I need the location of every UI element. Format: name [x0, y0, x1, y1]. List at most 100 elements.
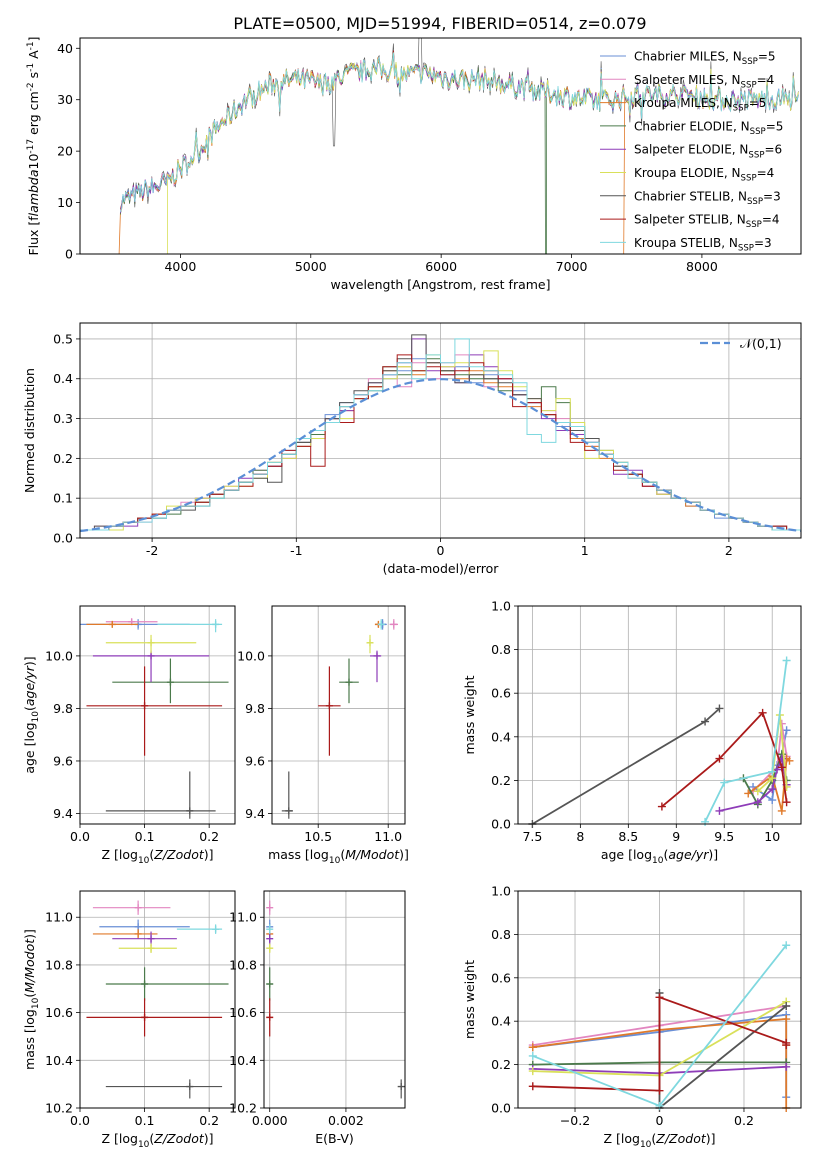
y-tick-label: 10.2 — [45, 1101, 73, 1116]
y-tick-label: 10.0 — [45, 648, 73, 663]
x-tick-label: 6000 — [425, 259, 457, 274]
data-point — [701, 717, 710, 726]
x-tick-label: 10.5 — [304, 829, 332, 844]
y-tick-label: 0.2 — [491, 1057, 511, 1072]
y-tick-label: 20 — [57, 144, 73, 159]
data-point — [528, 1043, 537, 1052]
x-tick-label: 0.000 — [252, 1113, 288, 1128]
mass_vs_Z-frame — [79, 890, 236, 1109]
y-tick-label: 0 — [65, 247, 73, 262]
y-tick-label: 9.8 — [53, 701, 73, 716]
data-point — [777, 763, 786, 772]
y-tick-label: 0.4 — [491, 729, 511, 744]
data-point — [657, 802, 666, 811]
x-tick-label: 0.0 — [70, 1113, 90, 1128]
age_vs_mass-frame — [271, 605, 406, 825]
data-point — [266, 1013, 274, 1021]
weight_vs_Z-axes: −0.2 0 0.2 0.0 0.2 0.4 0.6 0.8 1.0 Z [log10(Z/Zod… — [462, 884, 801, 1150]
x-tick-label: 0 — [656, 1113, 664, 1128]
data-point — [134, 904, 142, 912]
x-tick-label: 2 — [725, 543, 733, 558]
data-point — [134, 930, 142, 938]
x-tick-label: -1 — [290, 543, 302, 558]
data-point — [325, 702, 333, 710]
data-point — [782, 1015, 791, 1024]
data-point — [782, 1002, 791, 1011]
y-tick-label: 0.8 — [491, 927, 511, 942]
charts: 4000 5000 6000 7000 8000010203040wavelength … — [22, 36, 802, 1150]
y-axis-label: age [log10(age/yr)] — [22, 656, 41, 773]
legend-label: Kroupa ELODIE, NSSP=4 — [634, 166, 774, 184]
y-tick-label: 10.6 — [229, 1005, 257, 1020]
data-point — [147, 652, 155, 660]
y-tick-label: 0.2 — [491, 773, 511, 788]
legend-label: Chabrier ELODIE, NSSP=5 — [634, 119, 783, 137]
y-axis-label: Normed distribution — [22, 368, 37, 493]
y-tick-label: 10.4 — [45, 1053, 73, 1068]
figure-title: PLATE=0500, MJD=51994, FIBERID=0514, z=0… — [233, 14, 646, 33]
y-tick-label: 0.0 — [53, 531, 73, 546]
mass_vs_ebv-frame — [263, 890, 406, 1109]
data-point — [715, 754, 724, 763]
x-tick-label: 7.5 — [522, 829, 542, 844]
age_vs_mass-axes: 10.5 11.0 9.4 9.6 9.8 10.0 mass [log10(M/Modot… — [237, 606, 409, 866]
y-tick-label: 0.0 — [491, 817, 511, 832]
legend-label: Salpeter MILES, NSSP=4 — [634, 73, 774, 91]
x-tick-label: 5000 — [295, 259, 327, 274]
data-point — [390, 620, 398, 628]
spectrum-model-line — [120, 52, 799, 213]
y-tick-label: 0.0 — [491, 1101, 511, 1116]
data-point — [782, 726, 791, 735]
data-point — [186, 1083, 194, 1091]
y-tick-label: 0.4 — [53, 371, 73, 386]
weight-series-line — [719, 755, 788, 812]
x-tick-label: -2 — [146, 543, 158, 558]
legend-label: Salpeter STELIB, NSSP=4 — [634, 213, 780, 231]
normal-curve — [80, 378, 801, 533]
legend-label: 𝒩(0,1) — [740, 336, 782, 351]
x-tick-label: 9 — [672, 829, 680, 844]
x-tick-label: 0.2 — [199, 829, 219, 844]
data-point — [768, 767, 777, 776]
x-tick-label: 0.2 — [199, 1113, 219, 1128]
data-point — [655, 993, 664, 1002]
x-tick-label: 0.002 — [328, 1113, 364, 1128]
x-tick-label: 11.0 — [374, 829, 402, 844]
x-tick-label: 7000 — [556, 259, 588, 274]
x-tick-label: 0.2 — [734, 1113, 754, 1128]
data-point — [147, 944, 155, 952]
data-point — [715, 704, 724, 713]
y-tick-label: 9.8 — [245, 701, 265, 716]
x-axis-label: Z [log10(Z/Zodot)] — [101, 847, 213, 866]
y-tick-label: 11.0 — [229, 910, 257, 925]
y-tick-label: 10.6 — [45, 1005, 73, 1020]
data-point — [285, 807, 293, 815]
mass_vs_Z-axes: 0.0 0.1 0.2 10.2 10.4 10.6 10.8 11.0 Z [log10(Z/… — [22, 891, 235, 1150]
y-tick-label: 10.0 — [237, 648, 265, 663]
data-point — [715, 806, 724, 815]
x-axis-label: Z [log10(Z/Zodot)] — [101, 1131, 213, 1150]
legend-label: Chabrier STELIB, NSSP=3 — [634, 189, 781, 207]
y-tick-label: 0.4 — [491, 1014, 511, 1029]
x-tick-label: −0.2 — [560, 1113, 590, 1128]
x-tick-label: 0 — [437, 543, 445, 558]
spectrum-axes: 4000 5000 6000 7000 8000 0 10 20 30 40 wavelength … — [26, 36, 799, 292]
age_vs_Z-axes: 0.0 0.1 0.2 9.4 9.6 9.8 10.0 Z [log10(Z/Zodot)]… — [22, 606, 235, 866]
x-tick-label: 0.1 — [135, 829, 155, 844]
data-point — [528, 1051, 537, 1060]
x-tick-label: 10 — [764, 829, 780, 844]
y-tick-label: 30 — [57, 92, 73, 107]
x-tick-label: 9.5 — [714, 829, 734, 844]
data-point — [758, 708, 767, 717]
y-axis-label: mass weight — [462, 675, 477, 754]
weight-series-line — [704, 660, 788, 823]
weight-series-line — [658, 993, 787, 1108]
data-point — [701, 817, 710, 826]
legend-label: Kroupa STELIB, NSSP=3 — [634, 236, 772, 254]
x-axis-label: wavelength [Angstrom, rest frame] — [330, 277, 550, 292]
data-point — [782, 1062, 791, 1071]
data-point — [141, 980, 149, 988]
spectrum-frame — [79, 37, 802, 255]
data-point — [212, 925, 220, 933]
